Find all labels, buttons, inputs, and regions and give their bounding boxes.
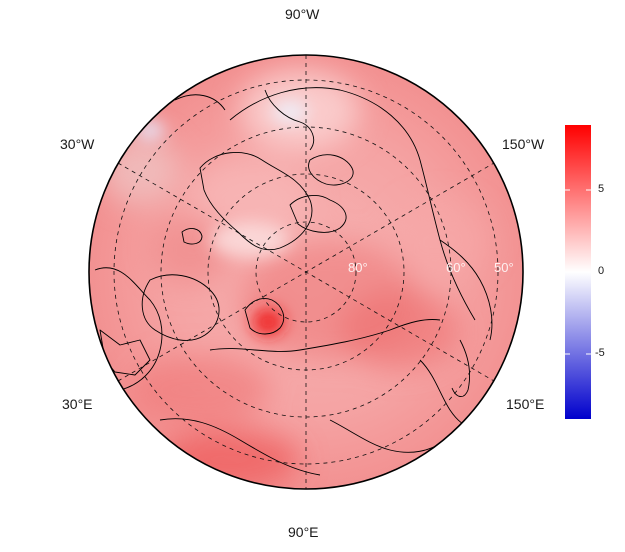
lat-label-60: 60°: [446, 260, 466, 275]
lon-label-lower-right: 150°E: [506, 396, 545, 412]
lat-label-80: 80°: [348, 260, 368, 275]
map-border: [88, 54, 524, 490]
lon-label-bottom: 90°E: [288, 524, 319, 540]
meridians: [117, 55, 495, 489]
colorbar-tick-label: 0: [598, 265, 605, 277]
colorbar-tick-label: 5: [598, 183, 605, 195]
colorbar-tick-label: -5: [595, 347, 605, 359]
heatmap-field: 80° 60° 50°: [89, 55, 523, 489]
lon-label-upper-left: 30°W: [60, 136, 95, 152]
lon-label-top: 90°W: [285, 6, 320, 22]
lon-label-upper-right: 150°W: [502, 136, 545, 152]
lat-label-50: 50°: [494, 260, 514, 275]
colorbar-ticks: [565, 189, 591, 355]
lon-label-lower-left: 30°E: [62, 396, 93, 412]
